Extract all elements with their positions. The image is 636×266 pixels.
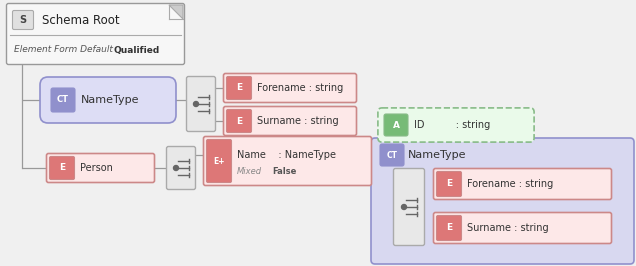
FancyBboxPatch shape <box>51 88 75 112</box>
FancyBboxPatch shape <box>434 213 611 243</box>
FancyBboxPatch shape <box>226 77 251 99</box>
FancyBboxPatch shape <box>46 153 155 182</box>
Text: Person: Person <box>80 163 113 173</box>
Polygon shape <box>169 5 183 19</box>
Text: ID          : string: ID : string <box>414 120 490 130</box>
FancyBboxPatch shape <box>207 139 232 182</box>
Circle shape <box>193 102 198 106</box>
Text: Forename : string: Forename : string <box>467 179 553 189</box>
FancyBboxPatch shape <box>384 114 408 136</box>
Text: A: A <box>392 120 399 130</box>
FancyBboxPatch shape <box>434 168 611 200</box>
Text: Surname : string: Surname : string <box>467 223 549 233</box>
FancyBboxPatch shape <box>6 3 184 64</box>
Text: Surname : string: Surname : string <box>257 116 338 126</box>
FancyBboxPatch shape <box>371 138 634 264</box>
Text: Element Form Default: Element Form Default <box>14 45 113 55</box>
Text: CT: CT <box>387 151 398 160</box>
FancyBboxPatch shape <box>378 108 534 142</box>
FancyBboxPatch shape <box>394 168 424 246</box>
FancyBboxPatch shape <box>13 10 34 30</box>
Circle shape <box>401 205 406 210</box>
FancyBboxPatch shape <box>436 215 462 240</box>
Text: E: E <box>236 84 242 93</box>
Text: Schema Root: Schema Root <box>42 15 120 27</box>
FancyBboxPatch shape <box>380 144 404 166</box>
Circle shape <box>174 165 179 171</box>
Text: E+: E+ <box>213 156 225 165</box>
Text: E: E <box>236 117 242 126</box>
FancyBboxPatch shape <box>204 136 371 185</box>
Text: S: S <box>20 15 27 25</box>
Text: Mixed: Mixed <box>237 167 262 176</box>
Text: False: False <box>272 167 296 176</box>
FancyBboxPatch shape <box>186 77 216 131</box>
FancyBboxPatch shape <box>223 73 357 102</box>
Text: Name    : NameType: Name : NameType <box>237 151 336 160</box>
Text: E: E <box>446 180 452 189</box>
FancyBboxPatch shape <box>226 110 251 132</box>
FancyBboxPatch shape <box>50 156 74 180</box>
FancyBboxPatch shape <box>167 147 195 189</box>
FancyBboxPatch shape <box>223 106 357 135</box>
Text: NameType: NameType <box>81 95 139 105</box>
FancyBboxPatch shape <box>436 172 462 197</box>
Text: E: E <box>59 164 65 172</box>
FancyBboxPatch shape <box>40 77 176 123</box>
Text: NameType: NameType <box>408 150 466 160</box>
Text: E: E <box>446 223 452 232</box>
Text: Forename : string: Forename : string <box>257 83 343 93</box>
Text: Qualified: Qualified <box>114 45 160 55</box>
Text: CT: CT <box>57 95 69 105</box>
